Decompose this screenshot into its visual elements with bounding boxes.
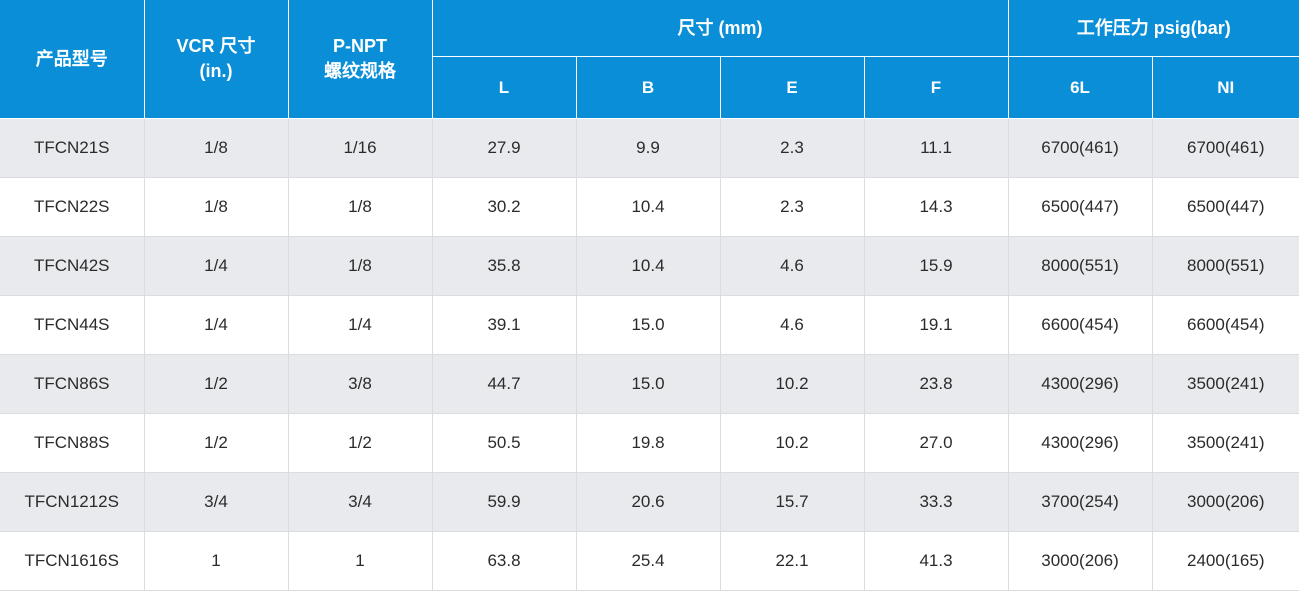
cell-l: 39.1 [432, 295, 577, 355]
cell-vcr: 3/4 [144, 472, 289, 532]
cell-pressure-ni: 3500(241) [1152, 354, 1299, 414]
cell-model: TFCN22S [0, 177, 145, 237]
table-row: TFCN1212S 3/4 3/4 59.9 20.6 15.7 33.3 3700(254)… [0, 472, 1299, 532]
cell-vcr: 1/2 [144, 354, 289, 414]
cell-e: 4.6 [720, 236, 865, 296]
header-pnpt-line2: 螺纹规格 [324, 61, 396, 81]
header-dim-l: L [432, 56, 577, 119]
header-pressure-6l: 6L [1008, 56, 1153, 119]
table-row: TFCN42S 1/4 1/8 35.8 10.4 4.6 15.9 8000(551) 800… [0, 236, 1299, 296]
cell-pnpt: 1/2 [288, 413, 433, 473]
cell-l: 44.7 [432, 354, 577, 414]
header-pressure-ni: NI [1152, 56, 1299, 119]
table-row: TFCN22S 1/8 1/8 30.2 10.4 2.3 14.3 6500(447) 650… [0, 177, 1299, 237]
cell-e: 2.3 [720, 177, 865, 237]
cell-f: 14.3 [864, 177, 1009, 237]
cell-pressure-ni: 3500(241) [1152, 413, 1299, 473]
header-dim-b: B [576, 56, 721, 119]
cell-b: 19.8 [576, 413, 721, 473]
cell-b: 20.6 [576, 472, 721, 532]
cell-l: 50.5 [432, 413, 577, 473]
cell-e: 15.7 [720, 472, 865, 532]
cell-pressure-6l: 4300(296) [1008, 354, 1153, 414]
cell-model: TFCN21S [0, 118, 145, 178]
header-pressure: 工作压力 psig(bar) [1008, 0, 1299, 57]
cell-pressure-6l: 6500(447) [1008, 177, 1153, 237]
cell-model: TFCN1616S [0, 531, 145, 591]
cell-f: 11.1 [864, 118, 1009, 178]
cell-e: 4.6 [720, 295, 865, 355]
cell-b: 10.4 [576, 236, 721, 296]
cell-pressure-ni: 2400(165) [1152, 531, 1299, 591]
cell-pnpt: 1/8 [288, 177, 433, 237]
table-row: TFCN44S 1/4 1/4 39.1 15.0 4.6 19.1 6600(454) 660… [0, 295, 1299, 355]
cell-pnpt: 3/8 [288, 354, 433, 414]
cell-f: 23.8 [864, 354, 1009, 414]
cell-l: 30.2 [432, 177, 577, 237]
cell-vcr: 1 [144, 531, 289, 591]
table-body: TFCN21S 1/8 1/16 27.9 9.9 2.3 11.1 6700(461) 670… [0, 118, 1299, 591]
cell-pressure-ni: 6600(454) [1152, 295, 1299, 355]
header-vcr-line1: VCR 尺寸 [176, 36, 256, 56]
table-row: TFCN86S 1/2 3/8 44.7 15.0 10.2 23.8 4300(296) 35… [0, 354, 1299, 414]
header-dim-e: E [720, 56, 865, 119]
cell-pressure-6l: 8000(551) [1008, 236, 1153, 296]
cell-l: 27.9 [432, 118, 577, 178]
cell-pressure-6l: 6600(454) [1008, 295, 1153, 355]
cell-pnpt: 1/16 [288, 118, 433, 178]
cell-pnpt: 1/8 [288, 236, 433, 296]
header-vcr-line2: (in.) [199, 61, 233, 81]
cell-pressure-ni: 8000(551) [1152, 236, 1299, 296]
cell-e: 10.2 [720, 354, 865, 414]
cell-e: 2.3 [720, 118, 865, 178]
header-model: 产品型号 [0, 0, 145, 119]
cell-l: 63.8 [432, 531, 577, 591]
cell-f: 33.3 [864, 472, 1009, 532]
cell-f: 27.0 [864, 413, 1009, 473]
cell-model: TFCN1212S [0, 472, 145, 532]
header-pnpt-line1: P-NPT [333, 36, 387, 56]
cell-pressure-ni: 6700(461) [1152, 118, 1299, 178]
cell-f: 41.3 [864, 531, 1009, 591]
cell-vcr: 1/4 [144, 295, 289, 355]
table-header: 产品型号 VCR 尺寸 (in.) P-NPT 螺纹规格 尺寸 (mm) 工作压… [0, 0, 1299, 119]
cell-pressure-6l: 6700(461) [1008, 118, 1153, 178]
cell-l: 59.9 [432, 472, 577, 532]
cell-pnpt: 1 [288, 531, 433, 591]
cell-vcr: 1/2 [144, 413, 289, 473]
table-row: TFCN88S 1/2 1/2 50.5 19.8 10.2 27.0 4300(296) 35… [0, 413, 1299, 473]
cell-b: 25.4 [576, 531, 721, 591]
cell-pressure-6l: 3700(254) [1008, 472, 1153, 532]
cell-f: 15.9 [864, 236, 1009, 296]
cell-b: 9.9 [576, 118, 721, 178]
cell-pressure-6l: 4300(296) [1008, 413, 1153, 473]
cell-vcr: 1/8 [144, 118, 289, 178]
cell-pressure-6l: 3000(206) [1008, 531, 1153, 591]
table-row: TFCN21S 1/8 1/16 27.9 9.9 2.3 11.1 6700(461) 670… [0, 118, 1299, 178]
cell-b: 10.4 [576, 177, 721, 237]
table-row: TFCN1616S 1 1 63.8 25.4 22.1 41.3 3000(206) 2400… [0, 531, 1299, 591]
header-pnpt-thread: P-NPT 螺纹规格 [288, 0, 433, 119]
cell-model: TFCN86S [0, 354, 145, 414]
cell-model: TFCN42S [0, 236, 145, 296]
cell-f: 19.1 [864, 295, 1009, 355]
cell-pnpt: 1/4 [288, 295, 433, 355]
cell-vcr: 1/4 [144, 236, 289, 296]
cell-l: 35.8 [432, 236, 577, 296]
cell-pressure-ni: 3000(206) [1152, 472, 1299, 532]
cell-pressure-ni: 6500(447) [1152, 177, 1299, 237]
cell-e: 10.2 [720, 413, 865, 473]
cell-model: TFCN88S [0, 413, 145, 473]
cell-vcr: 1/8 [144, 177, 289, 237]
cell-pnpt: 3/4 [288, 472, 433, 532]
header-dim-f: F [864, 56, 1009, 119]
header-vcr-size: VCR 尺寸 (in.) [144, 0, 289, 119]
cell-model: TFCN44S [0, 295, 145, 355]
cell-e: 22.1 [720, 531, 865, 591]
header-dimensions: 尺寸 (mm) [432, 0, 1009, 57]
cell-b: 15.0 [576, 354, 721, 414]
cell-b: 15.0 [576, 295, 721, 355]
